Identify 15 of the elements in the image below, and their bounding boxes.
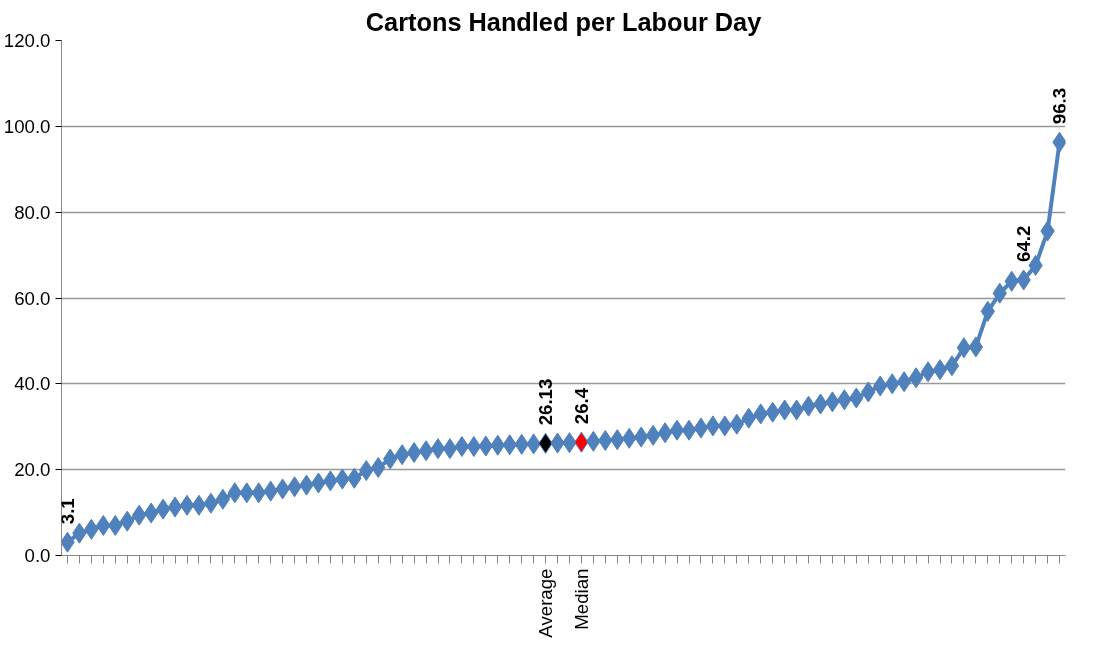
y-tick-label: 40.0 <box>14 373 51 395</box>
y-tick-label: 0.0 <box>24 545 51 566</box>
y-tick-label: 120.0 <box>3 30 51 51</box>
data-label: 3.1 <box>56 498 78 525</box>
data-label: 26.13 <box>535 378 557 426</box>
data-label: 26.4 <box>570 387 592 425</box>
x-tick-label: Median <box>570 568 592 630</box>
y-tick-label: 20.0 <box>14 459 51 481</box>
data-label: 64.2 <box>1013 225 1035 262</box>
y-tick-label: 80.0 <box>14 201 51 223</box>
chart-title: Cartons Handled per Labour Day <box>365 7 762 36</box>
y-tick-label: 100.0 <box>3 115 51 137</box>
x-tick-label: Average <box>535 568 557 638</box>
data-label: 96.3 <box>1049 87 1071 125</box>
y-tick-label: 60.0 <box>14 287 51 309</box>
